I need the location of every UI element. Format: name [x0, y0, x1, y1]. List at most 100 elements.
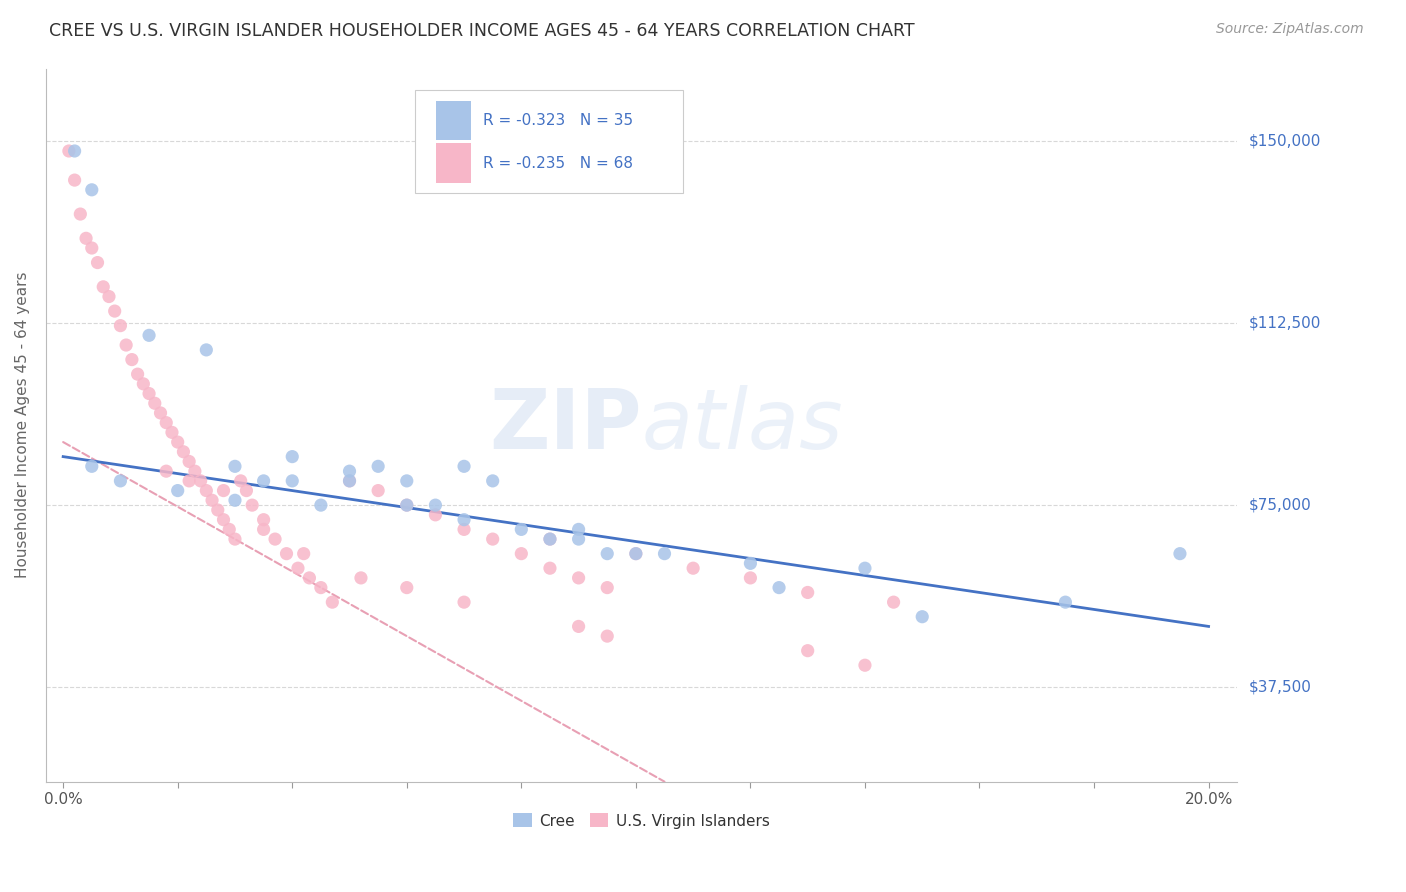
Point — [224, 459, 246, 474]
Point — [682, 561, 704, 575]
FancyBboxPatch shape — [415, 90, 683, 194]
Bar — [436, 101, 471, 140]
Point — [179, 454, 201, 468]
Point — [596, 581, 619, 595]
Point — [768, 581, 790, 595]
Point — [121, 352, 143, 367]
Point — [212, 513, 235, 527]
Point — [240, 498, 263, 512]
Point — [350, 571, 373, 585]
Point — [166, 435, 188, 450]
Point — [453, 522, 475, 536]
Point — [80, 241, 103, 255]
Point — [252, 474, 274, 488]
Point — [281, 474, 304, 488]
Text: R = -0.235   N = 68: R = -0.235 N = 68 — [484, 156, 633, 171]
Point — [287, 561, 309, 575]
Point — [367, 459, 389, 474]
Point — [224, 493, 246, 508]
Point — [63, 173, 86, 187]
Point — [155, 464, 177, 478]
Point — [149, 406, 172, 420]
Point — [309, 581, 332, 595]
Point — [796, 585, 818, 599]
Point — [110, 474, 132, 488]
Point — [339, 464, 361, 478]
Point — [252, 513, 274, 527]
Text: ZIP: ZIP — [489, 384, 641, 466]
Point — [80, 183, 103, 197]
Legend: Cree, U.S. Virgin Islanders: Cree, U.S. Virgin Islanders — [508, 807, 776, 835]
Point — [69, 207, 91, 221]
Text: CREE VS U.S. VIRGIN ISLANDER HOUSEHOLDER INCOME AGES 45 - 64 YEARS CORRELATION C: CREE VS U.S. VIRGIN ISLANDER HOUSEHOLDER… — [49, 22, 915, 40]
Point — [425, 508, 447, 522]
Bar — [436, 144, 471, 183]
Point — [179, 474, 201, 488]
Point — [568, 522, 591, 536]
Text: $37,500: $37,500 — [1249, 680, 1312, 695]
Point — [481, 532, 503, 546]
Point — [510, 522, 533, 536]
Point — [166, 483, 188, 498]
Point — [160, 425, 183, 440]
Point — [184, 464, 207, 478]
Point — [853, 561, 876, 575]
Point — [596, 547, 619, 561]
Point — [190, 474, 212, 488]
Point — [538, 532, 561, 546]
Point — [224, 532, 246, 546]
Point — [568, 532, 591, 546]
Point — [510, 547, 533, 561]
Point — [195, 343, 218, 357]
Point — [538, 532, 561, 546]
Text: R = -0.323   N = 35: R = -0.323 N = 35 — [484, 113, 633, 128]
Point — [218, 522, 240, 536]
Point — [207, 503, 229, 517]
Text: atlas: atlas — [641, 384, 844, 466]
Point — [127, 367, 149, 381]
Point — [143, 396, 166, 410]
Point — [138, 386, 160, 401]
Point — [110, 318, 132, 333]
Point — [425, 498, 447, 512]
Point — [568, 619, 591, 633]
Point — [538, 561, 561, 575]
Text: $112,500: $112,500 — [1249, 316, 1320, 331]
Point — [229, 474, 252, 488]
Point — [321, 595, 343, 609]
Point — [568, 571, 591, 585]
Point — [740, 557, 762, 571]
Point — [298, 571, 321, 585]
Point — [155, 416, 177, 430]
Point — [276, 547, 298, 561]
Point — [624, 547, 647, 561]
Point — [132, 376, 155, 391]
Point — [309, 498, 332, 512]
Point — [281, 450, 304, 464]
Point — [796, 643, 818, 657]
Point — [367, 483, 389, 498]
Point — [453, 459, 475, 474]
Point — [80, 459, 103, 474]
Point — [1168, 547, 1191, 561]
Point — [58, 144, 80, 158]
Point — [212, 483, 235, 498]
Point — [883, 595, 905, 609]
Point — [172, 444, 194, 458]
Point — [481, 474, 503, 488]
Point — [252, 522, 274, 536]
Point — [596, 629, 619, 643]
Point — [453, 513, 475, 527]
Point — [264, 532, 287, 546]
Point — [453, 595, 475, 609]
Point — [86, 255, 108, 269]
Point — [115, 338, 138, 352]
Point — [201, 493, 224, 508]
Point — [395, 581, 418, 595]
Text: $150,000: $150,000 — [1249, 134, 1320, 149]
Point — [98, 289, 121, 303]
Point — [395, 474, 418, 488]
Text: Source: ZipAtlas.com: Source: ZipAtlas.com — [1216, 22, 1364, 37]
Point — [235, 483, 257, 498]
Point — [1054, 595, 1077, 609]
